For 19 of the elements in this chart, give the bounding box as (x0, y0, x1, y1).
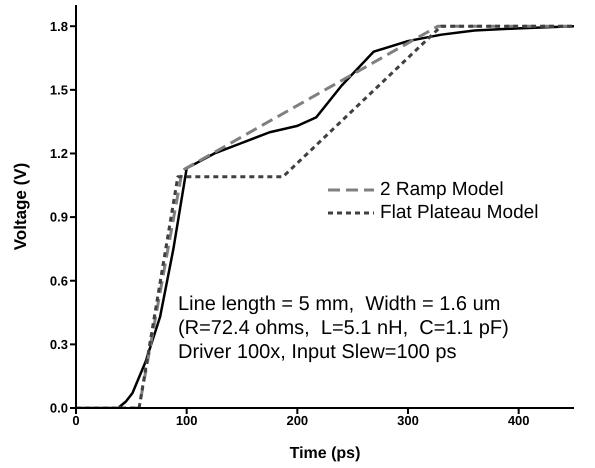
y-tick-label: 1.2 (50, 146, 68, 162)
x-tick-label: 200 (286, 413, 308, 428)
y-tick-label: 0.3 (50, 336, 68, 352)
x-tick-label: 400 (508, 413, 530, 428)
y-tick-label: 1.8 (50, 18, 68, 34)
x-tick-label: 100 (176, 413, 198, 428)
x-tick-label: 300 (397, 413, 419, 428)
y-tick-label: 0.0 (50, 400, 68, 416)
x-axis-title: Time (ps) (290, 445, 360, 462)
annotation: Driver 100x, Input Slew=100 ps (178, 340, 458, 364)
legend-label: Flat Plateau Model (380, 201, 538, 224)
legend-label: 2 Ramp Model (380, 178, 504, 201)
y-axis-title: Voltage (V) (11, 162, 30, 250)
annotation: (R=72.4 ohms, L=5.1 nH, C=1.1 pF) (178, 316, 509, 340)
annotation: Line length = 5 mm, Width = 1.6 um (178, 292, 502, 316)
y-tick-label: 0.6 (50, 273, 68, 288)
y-tick-label: 1.5 (50, 82, 68, 98)
y-tick-label: 0.9 (50, 210, 68, 225)
x-tick-label: 0 (72, 413, 80, 428)
